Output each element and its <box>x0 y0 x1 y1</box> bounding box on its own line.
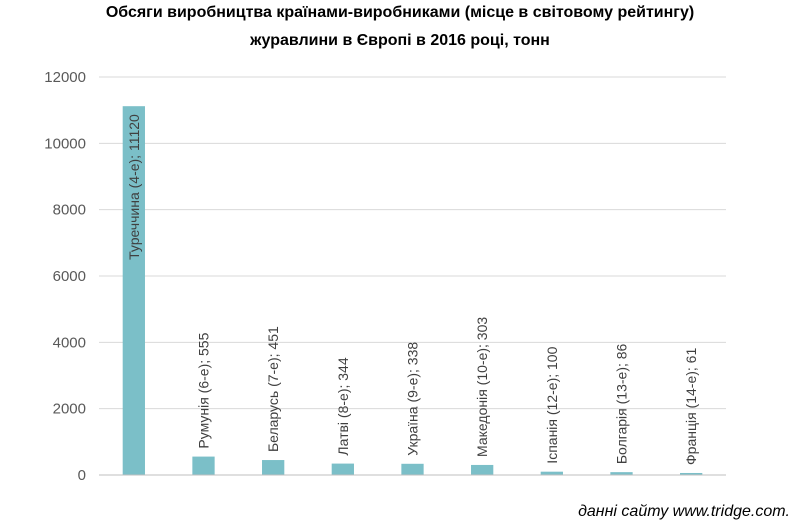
gridlines <box>99 76 726 410</box>
data-label: Болгарія (13-е); 86 <box>614 343 630 464</box>
bar <box>540 471 563 475</box>
data-label: Беларусь (7-е); 451 <box>265 326 281 452</box>
bars <box>122 106 703 475</box>
bar <box>122 106 145 475</box>
y-axis-tick-labels: 0 2000 4000 6000 8000 10000 12000 <box>44 69 86 484</box>
y-tick-label: 6000 <box>53 268 86 285</box>
data-label: Латві (8-е); 344 <box>335 357 351 455</box>
bar-chart: 0 2000 4000 6000 8000 10000 12000 Туреччина (4… <box>44 69 726 484</box>
data-label: Іспанія (12-е); 100 <box>544 346 560 463</box>
bar <box>262 460 285 475</box>
data-label: Франція (14-е); 61 <box>683 348 699 465</box>
bar <box>192 456 215 475</box>
bar <box>610 472 633 475</box>
bar <box>331 463 354 475</box>
chart-title-line-1: Обсяги виробництва країнами-виробниками … <box>105 4 695 21</box>
data-label: Румунія (6-е); 555 <box>196 332 212 448</box>
bar <box>680 472 703 475</box>
y-tick-label: 12000 <box>44 69 86 86</box>
bar <box>401 463 424 475</box>
data-label: Україна (9-е); 338 <box>405 342 421 456</box>
chart-title-line-2: журавлини в Європі в 2016 році, тонн <box>250 32 550 49</box>
bar <box>471 464 494 475</box>
y-tick-label: 8000 <box>53 202 86 219</box>
y-tick-label: 10000 <box>44 135 86 152</box>
data-label: Туреччина (4-е); 11120 <box>126 114 142 260</box>
y-tick-label: 0 <box>78 467 86 484</box>
source-note: данні сайту www.tridge.com. <box>578 503 790 520</box>
data-label: Македонія (10-е); 303 <box>474 317 490 457</box>
data-labels: Туреччина (4-е); 11120 Румунія (6-е); 555… <box>126 114 699 465</box>
y-tick-label: 2000 <box>53 401 86 418</box>
y-tick-label: 4000 <box>53 334 86 351</box>
